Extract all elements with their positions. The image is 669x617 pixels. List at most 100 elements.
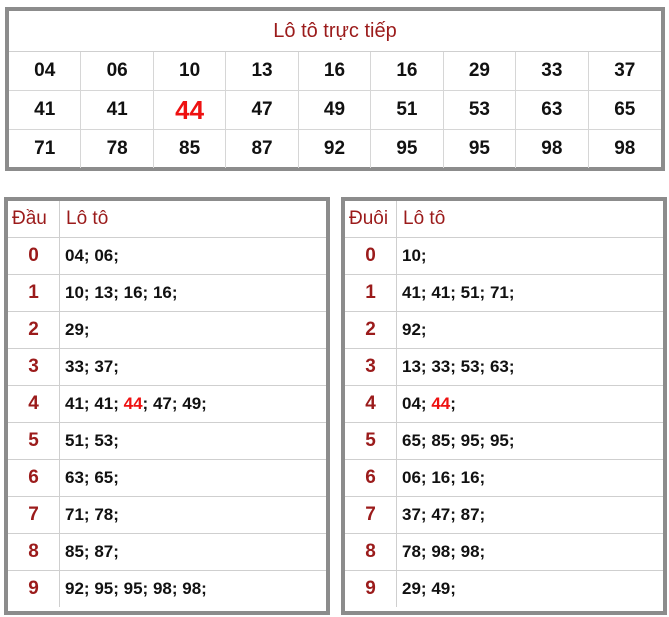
dau-row-key: 5	[8, 422, 60, 460]
live-number-cell: 85	[154, 130, 227, 168]
duoi-row-key: 9	[345, 570, 397, 607]
live-number-cell: 33	[516, 52, 589, 91]
live-number-cell: 65	[588, 91, 661, 130]
live-number-cell: 04	[9, 52, 82, 91]
duoi-value: 98	[460, 542, 480, 561]
dau-row-values: 71; 78;	[59, 496, 326, 534]
duoi-value: 51	[460, 283, 480, 302]
duoi-value: 41	[431, 283, 451, 302]
dau-row: 8 85; 87;	[8, 533, 326, 571]
live-number-cell: 78	[81, 130, 154, 168]
duoi-row-values: 10;	[396, 237, 663, 275]
duoi-value: 65	[402, 431, 421, 450]
dau-row-key: 7	[8, 496, 60, 534]
duoi-value: 06	[402, 468, 421, 487]
dau-row-key: 8	[8, 533, 60, 571]
dau-value: 92	[65, 579, 84, 598]
dau-row-key: 6	[8, 459, 60, 497]
duoi-row: 1 41; 41; 51; 71;	[345, 274, 663, 312]
duoi-value: 33	[431, 357, 451, 376]
duoi-row: 3 13; 33; 53; 63;	[345, 348, 663, 386]
dau-value: 37	[94, 357, 114, 376]
dau-row: 0 04; 06;	[8, 237, 326, 275]
duoi-row-key: 7	[345, 496, 397, 534]
live-number-cell: 16	[371, 52, 444, 91]
dau-value: 47	[152, 394, 172, 413]
dau-table-header: Đầu Lô tô	[8, 201, 326, 238]
duoi-value: 85	[431, 431, 451, 450]
duoi-value: 98	[431, 542, 451, 561]
dau-value: 51	[65, 431, 84, 450]
dau-row: 1 10; 13; 16; 16;	[8, 274, 326, 312]
live-number-cell: 95	[444, 130, 517, 168]
duoi-header-loto: Lô tô	[396, 201, 663, 238]
duoi-row-key: 4	[345, 385, 397, 423]
dau-table-panel: Đầu Lô tô 0 04; 06; 1 10; 13; 16; 16; 2 29;…	[4, 197, 330, 615]
duoi-row: 6 06; 16; 16;	[345, 459, 663, 497]
live-results-grid: 04 06 10 13 16 16 29 33 37 41 41 44 47 49 51 53 63 65 71 78…	[9, 52, 661, 168]
dau-value: 41	[94, 394, 114, 413]
dau-row-key: 3	[8, 348, 60, 386]
live-number-cell: 71	[9, 130, 82, 168]
dau-row-key: 4	[8, 385, 60, 423]
dau-row-key: 9	[8, 570, 60, 607]
dau-value: 87	[94, 542, 114, 561]
duoi-value: 95	[489, 431, 509, 450]
duoi-value: 53	[460, 357, 480, 376]
dau-row: 9 92; 95; 95; 98; 98;	[8, 570, 326, 607]
dau-value: 71	[65, 505, 84, 524]
duoi-value: 10	[402, 246, 421, 265]
dau-row-values: 29;	[59, 311, 326, 349]
dau-row-key: 2	[8, 311, 60, 349]
duoi-value: 16	[460, 468, 480, 487]
duoi-row-key: 5	[345, 422, 397, 460]
dau-row-key: 1	[8, 274, 60, 312]
duoi-row-values: 92;	[396, 311, 663, 349]
live-number-cell: 41	[9, 91, 82, 130]
duoi-value: 95	[460, 431, 480, 450]
live-number-cell: 10	[153, 52, 227, 91]
dau-row-values: 41; 41; 44; 47; 49;	[59, 385, 326, 423]
dau-value: 49	[182, 394, 202, 413]
live-number-cell: 16	[298, 52, 372, 91]
duoi-value: 16	[431, 468, 451, 487]
duoi-row-values: 37; 47; 87;	[396, 496, 663, 534]
dau-value: 16	[152, 283, 172, 302]
duoi-value: 71	[489, 283, 509, 302]
dau-row: 3 33; 37;	[8, 348, 326, 386]
duoi-row: 2 92;	[345, 311, 663, 349]
duoi-row: 0 10;	[345, 237, 663, 275]
duoi-row-values: 41; 41; 51; 71;	[396, 274, 663, 312]
live-number-cell: 29	[443, 52, 517, 91]
dau-header-loto: Lô tô	[59, 201, 326, 238]
live-number-cell: 49	[298, 91, 372, 130]
duoi-row: 4 04; 44;	[345, 385, 663, 423]
dau-row-values: 33; 37;	[59, 348, 326, 386]
duoi-value: 41	[402, 283, 421, 302]
duoi-row-values: 65; 85; 95; 95;	[396, 422, 663, 460]
dau-value: 65	[94, 468, 114, 487]
dau-value: 53	[94, 431, 114, 450]
duoi-row-key: 0	[345, 237, 397, 275]
live-number-cell: 13	[226, 52, 299, 91]
live-number-cell: 87	[226, 130, 299, 168]
dau-value: 13	[94, 283, 114, 302]
dau-value: 98	[182, 579, 202, 598]
duoi-row: 5 65; 85; 95; 95;	[345, 422, 663, 460]
duoi-header-label: Đuôi	[345, 201, 397, 238]
dau-header-label: Đầu	[8, 201, 60, 238]
dau-value: 33	[65, 357, 84, 376]
duoi-row: 9 29; 49;	[345, 570, 663, 607]
duoi-row-key: 1	[345, 274, 397, 312]
duoi-row-key: 3	[345, 348, 397, 386]
dau-row-values: 85; 87;	[59, 533, 326, 571]
duoi-row-values: 29; 49;	[402, 579, 456, 598]
dau-value: 06	[94, 246, 114, 265]
live-results-title: Lô tô trực tiếp	[9, 11, 661, 52]
dau-row: 6 63; 65;	[8, 459, 326, 497]
duoi-row-values: 06; 16; 16;	[396, 459, 663, 497]
dau-row: 5 51; 53;	[8, 422, 326, 460]
dau-row: 7 71; 78;	[8, 496, 326, 534]
live-number-cell: 44	[153, 91, 227, 130]
